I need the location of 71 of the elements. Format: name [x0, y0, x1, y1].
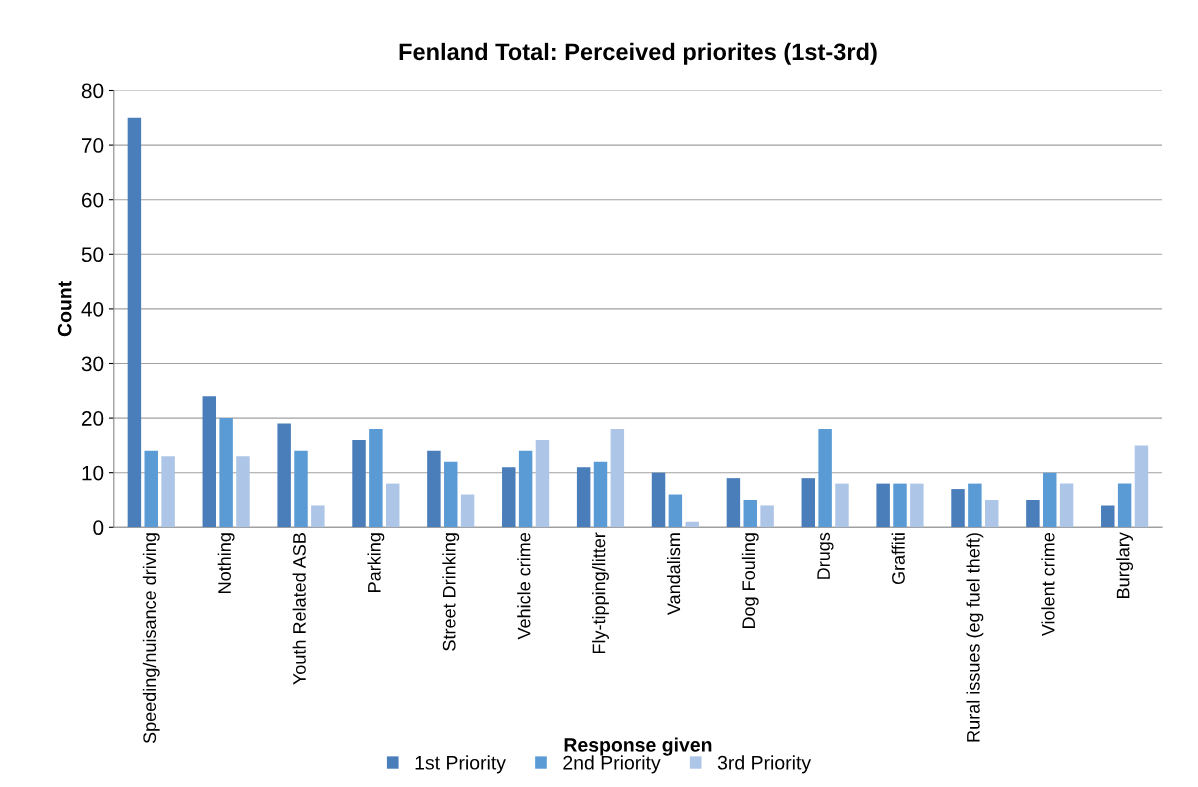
- bar: [427, 450, 441, 528]
- bar: [294, 450, 308, 528]
- bar: [760, 505, 774, 528]
- y-tick-label: 60: [81, 192, 104, 208]
- bar: [502, 467, 516, 528]
- bar: [144, 450, 158, 528]
- bar: [311, 505, 325, 528]
- bar: [668, 494, 683, 528]
- x-tick-label: Parking: [367, 533, 385, 592]
- bar: [1043, 472, 1057, 528]
- bar: [127, 117, 142, 528]
- bar: [910, 483, 924, 528]
- y-tick-label: 70: [81, 138, 104, 153]
- x-tick-label: Rural issues (eg fuel theft): [966, 533, 984, 742]
- bar: [818, 429, 832, 528]
- x-tick-label: Speeding/nuisance driving: [142, 533, 160, 744]
- bar: [385, 483, 400, 528]
- bar: [460, 494, 475, 528]
- x-tick-label: Vehicle crime: [517, 532, 531, 640]
- y-axis-title: Count: [57, 281, 72, 337]
- bar: [352, 439, 366, 528]
- legend-label: 2nd Priority: [563, 755, 661, 774]
- y-tick-label: 80: [81, 83, 104, 99]
- bar: [951, 489, 965, 528]
- x-tick-label: Graffiti: [891, 533, 905, 585]
- x-tick-label: Burglary: [1116, 532, 1134, 598]
- bar: [801, 478, 816, 528]
- x-tick-label: Vandalism: [666, 533, 681, 616]
- bar: [369, 429, 383, 528]
- x-tick-label: Youth Related ASB: [292, 533, 306, 685]
- bar: [535, 439, 550, 528]
- bar: [685, 521, 699, 528]
- bar: [743, 499, 757, 528]
- y-tick-label: 10: [82, 465, 104, 481]
- x-tick-label: Drugs: [817, 532, 834, 579]
- bar: [726, 478, 741, 528]
- chart-title: Fenland Total: Perceived priorites (1st-3rd): [399, 42, 877, 65]
- bar: [219, 418, 233, 528]
- bar: [1134, 445, 1149, 528]
- x-tick-label: Dog Fouling: [741, 533, 759, 629]
- y-tick-label: 20: [81, 411, 104, 426]
- bar: [444, 461, 458, 528]
- bar: [518, 450, 533, 528]
- bar: [968, 483, 982, 528]
- bar: [1101, 505, 1115, 528]
- y-tick-label: 0: [93, 520, 104, 536]
- bar: [651, 472, 666, 528]
- bar: [893, 483, 907, 528]
- y-tick-label: 50: [81, 247, 104, 263]
- legend-label: 3rd Priority: [717, 755, 812, 774]
- x-tick-label: Street Drinking: [442, 533, 460, 651]
- bar: [835, 483, 849, 528]
- bar: [277, 423, 291, 528]
- bar: [876, 483, 890, 528]
- bar: [1026, 499, 1040, 528]
- bar: [576, 467, 591, 528]
- bar: [202, 396, 217, 528]
- bar: [236, 456, 250, 528]
- x-tick-label: Violent crime: [1041, 532, 1055, 637]
- bar: [1117, 483, 1132, 528]
- bar: [610, 429, 625, 528]
- bar: [161, 456, 175, 528]
- x-tick-label: Fly-tipping/litter: [592, 532, 609, 654]
- y-tick-label: 40: [81, 301, 104, 317]
- bar: [984, 499, 999, 528]
- y-tick-label: 30: [81, 356, 104, 372]
- bar: [593, 461, 608, 528]
- legend-label: 1st Priority: [415, 755, 506, 774]
- x-tick-label: Nothing: [217, 533, 235, 593]
- bar: [1059, 483, 1074, 528]
- x-axis-title: Response given: [564, 737, 712, 756]
